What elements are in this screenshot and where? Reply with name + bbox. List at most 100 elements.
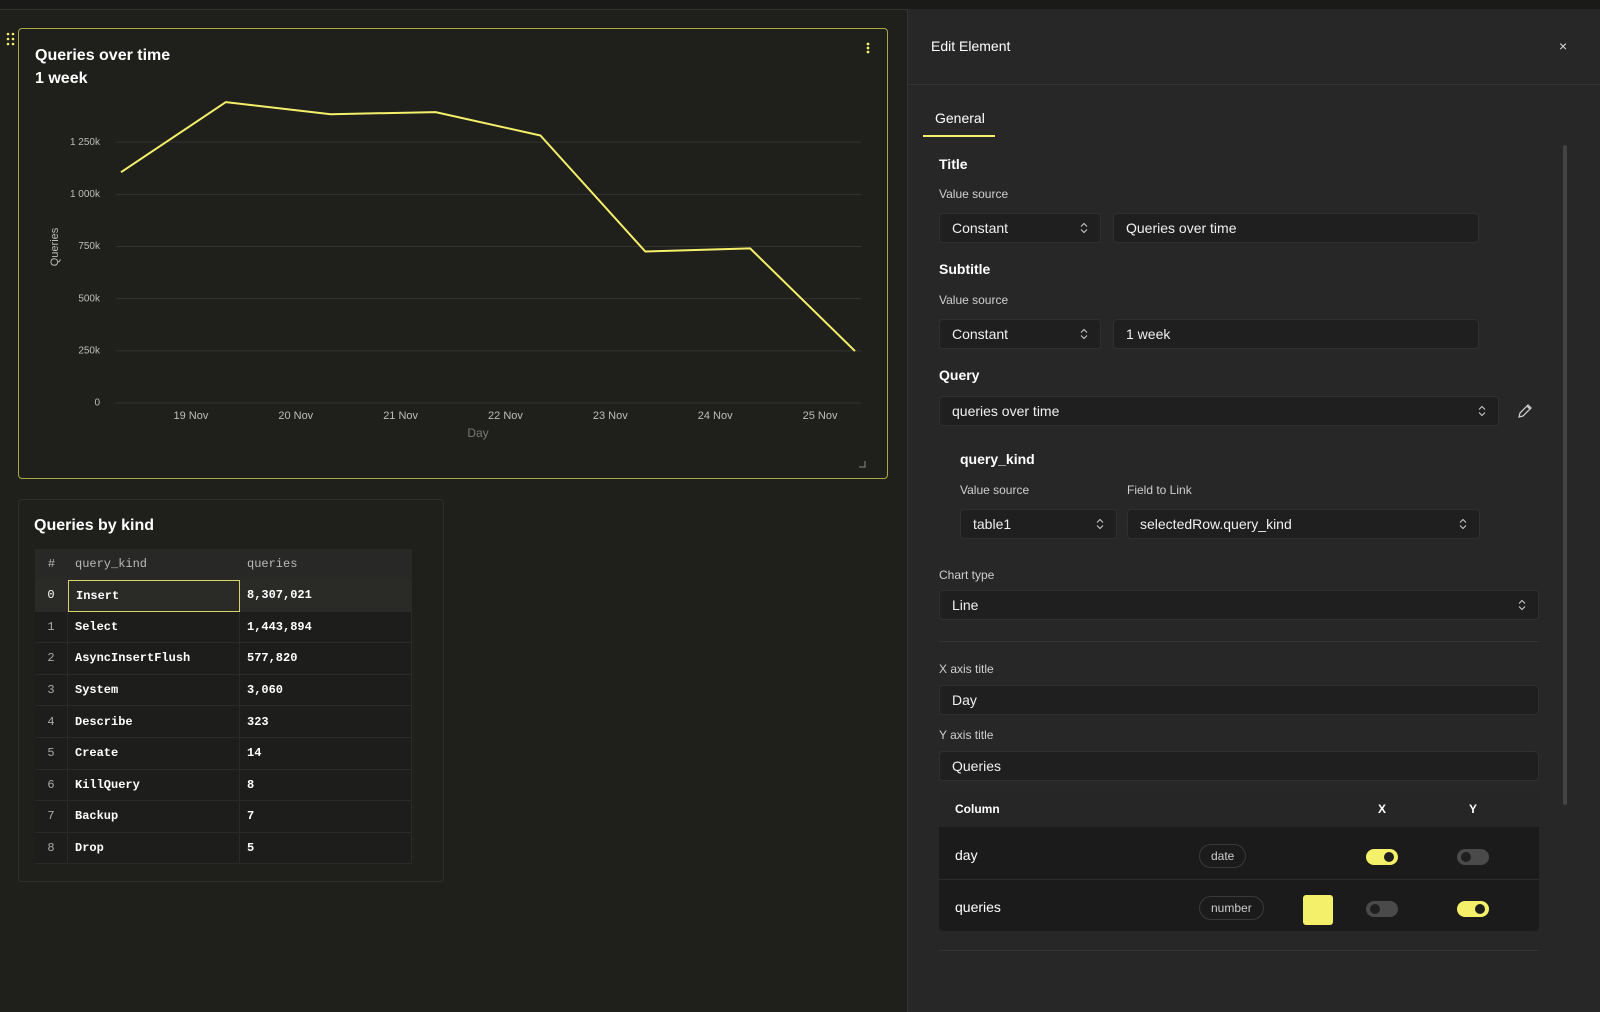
section-heading: Subtitle [939, 261, 991, 277]
color-swatch[interactable] [1303, 895, 1333, 925]
toggle[interactable] [1457, 901, 1489, 917]
table-header: query_kind [68, 549, 240, 580]
field-label: Chart type [939, 568, 995, 582]
chart: Queries over time 1 week 0 250k 500k 750k 1 … [35, 42, 870, 468]
select-value: selectedRow.query_kind [1140, 516, 1292, 532]
chevron [1459, 518, 1467, 530]
chart-card[interactable]: Queries over time 1 week 0 250k 500k 750k 1 … [18, 28, 888, 479]
chevron [1096, 518, 1104, 530]
divider [939, 879, 1539, 880]
table-title: Queries by kind [34, 517, 155, 534]
toggle[interactable] [1366, 901, 1398, 917]
row-index: 8 [35, 832, 68, 865]
select-value: Constant [952, 220, 1009, 236]
menu-icon[interactable] [866, 42, 870, 54]
table-cell[interactable]: KillQuery [68, 769, 240, 802]
type-badge: number [1199, 896, 1264, 920]
row-index: 0 [35, 580, 68, 612]
text-input[interactable]: Queries [939, 751, 1539, 781]
param-name: query_kind [960, 451, 1035, 467]
type-badge: date [1199, 844, 1247, 868]
select[interactable]: queries over time [939, 396, 1499, 426]
table-cell[interactable]: Drop [68, 832, 240, 865]
input-value: Queries over time [1126, 220, 1237, 236]
table-cell[interactable]: 323 [240, 706, 412, 738]
select[interactable]: Line [939, 590, 1539, 620]
x-tick-label: 23 Nov [593, 410, 628, 422]
field-label: Field to Link [1127, 483, 1192, 497]
select-value: table1 [973, 516, 1012, 532]
table-cell[interactable]: 8 [240, 769, 412, 802]
select[interactable]: table1 [960, 509, 1117, 539]
table-cell[interactable]: 14 [240, 738, 412, 770]
select[interactable]: Constant [939, 319, 1101, 349]
panel-title: Edit Element [931, 38, 1011, 54]
table-cell[interactable]: 3,060 [240, 674, 412, 707]
top-bar [0, 0, 1600, 10]
tab-underline [923, 135, 995, 137]
y-tick-label: 500k [78, 293, 101, 304]
select-value: queries over time [952, 403, 1060, 419]
field-label: Y axis title [939, 728, 994, 742]
field-label: Value source [939, 293, 1009, 307]
table-cell[interactable]: System [68, 674, 240, 707]
column-name: day [955, 847, 978, 863]
select[interactable]: Constant [939, 213, 1101, 243]
y-tick-label: 750k [78, 241, 101, 252]
x-tick-label: 20 Nov [278, 410, 313, 422]
field-label: Value source [960, 483, 1030, 497]
x-axis-title: Day [467, 426, 488, 440]
y-tick-label: 1 000k [70, 189, 101, 200]
drag-handle[interactable] [6, 32, 16, 46]
column-header: Column [955, 802, 1000, 816]
x-tick-label: 24 Nov [698, 410, 733, 422]
divider [939, 950, 1539, 951]
close-button[interactable]: × [1559, 38, 1568, 54]
table-cell[interactable]: Select [68, 611, 240, 644]
table-cell[interactable]: Backup [68, 801, 240, 833]
resize-handle[interactable] [859, 461, 866, 468]
table-header: queries [240, 549, 412, 580]
y-tick-label: 1 250k [70, 137, 101, 148]
divider [908, 84, 1600, 85]
field-label: Value source [939, 187, 1009, 201]
column-header: Y [1469, 802, 1478, 816]
divider [939, 641, 1539, 642]
text-input[interactable]: 1 week [1113, 319, 1479, 349]
toggle[interactable] [1457, 849, 1489, 865]
table-cell[interactable]: 577,820 [240, 643, 412, 675]
y-tick-label: 0 [94, 398, 100, 409]
section-heading: Query [939, 367, 980, 383]
row-index: 7 [35, 801, 68, 833]
column-header: X [1378, 802, 1387, 816]
table-cell[interactable]: Describe [68, 706, 240, 738]
chevron [1518, 599, 1526, 611]
table-cell[interactable]: 1,443,894 [240, 611, 412, 644]
chevron [1080, 222, 1088, 234]
row-index: 4 [35, 706, 68, 738]
field-label: X axis title [939, 662, 994, 676]
table-cell[interactable]: Insert [68, 580, 240, 612]
table-cell[interactable]: Create [68, 738, 240, 770]
table-cell[interactable]: 5 [240, 832, 412, 865]
columns-header [939, 791, 1539, 827]
table-cell[interactable]: 7 [240, 801, 412, 833]
select[interactable]: selectedRow.query_kind [1127, 509, 1480, 539]
input-value: Queries [952, 758, 1002, 774]
tab[interactable]: General [935, 110, 985, 126]
chart-subtitle: 1 week [35, 70, 88, 87]
table-header: # [35, 549, 68, 580]
edit-icon[interactable] [1517, 403, 1533, 419]
toggle[interactable] [1366, 849, 1398, 865]
text-input[interactable]: Queries over time [1113, 213, 1479, 243]
chevron [1080, 328, 1088, 340]
row-index: 3 [35, 674, 68, 707]
x-tick-label: 19 Nov [173, 410, 208, 422]
scrollbar[interactable] [1563, 145, 1567, 805]
text-input[interactable]: Day [939, 685, 1539, 715]
table-cell[interactable]: AsyncInsertFlush [68, 643, 240, 675]
table-cell[interactable]: 8,307,021 [240, 580, 412, 612]
edit-panel: Edit Element × General Title Value sourc… [907, 9, 1600, 1012]
y-axis-title: Queries [49, 227, 61, 266]
chart-title: Queries over time [35, 47, 170, 64]
